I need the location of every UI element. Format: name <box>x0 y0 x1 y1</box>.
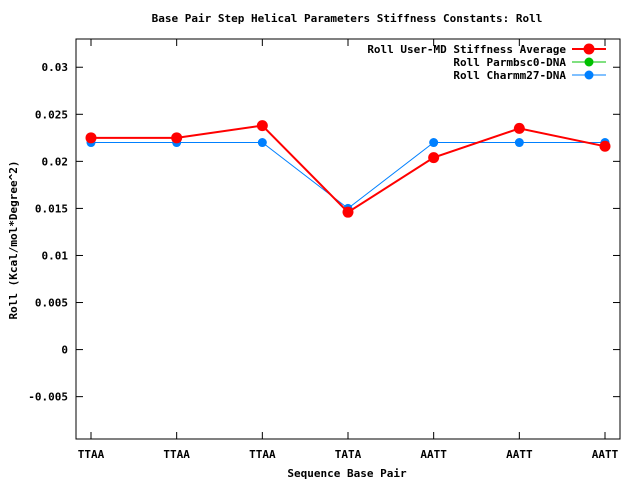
legend-marker <box>584 70 594 80</box>
x-tick-label: TATA <box>335 448 362 461</box>
x-axis-ticks: TTAA TTAA TTAA TATA AATT AATT AATT <box>78 39 619 461</box>
x-tick-label: AATT <box>420 448 447 461</box>
x-tick-label: AATT <box>506 448 533 461</box>
data-point <box>599 140 611 152</box>
chart-title: Base Pair Step Helical Parameters Stiffn… <box>152 12 543 25</box>
legend-label: Roll Charmm27-DNA <box>453 69 566 82</box>
series-line-3 <box>91 142 605 210</box>
data-point <box>513 122 525 134</box>
series-layer <box>85 120 611 218</box>
y-tick-label: 0.02 <box>42 155 69 168</box>
legend-marker <box>584 57 594 67</box>
data-point <box>342 206 354 218</box>
plot-frame <box>75 38 621 440</box>
y-tick-label: 0.005 <box>35 297 68 310</box>
data-point <box>257 138 267 148</box>
x-axis-label: Sequence Base Pair <box>287 467 407 480</box>
data-point <box>428 152 440 164</box>
x-tick-label: AATT <box>592 448 619 461</box>
y-tick-label: 0 <box>61 344 68 357</box>
y-tick-label: 0.015 <box>35 202 68 215</box>
y-tick-label: 0.01 <box>42 249 69 262</box>
series-line-1 <box>91 124 606 214</box>
legend-marker <box>583 43 595 55</box>
legend-label: Roll Parmbsc0-DNA <box>453 56 566 69</box>
x-tick-label: TTAA <box>78 448 105 461</box>
y-tick-label: 0.025 <box>35 108 68 121</box>
data-point <box>256 120 268 132</box>
x-tick-label: TTAA <box>163 448 190 461</box>
data-point <box>514 138 524 148</box>
y-axis-ticks: -0.005 0 0.005 0.01 0.015 0.02 0.025 0.03 <box>28 61 620 404</box>
data-point <box>85 132 97 144</box>
data-point <box>429 138 439 148</box>
y-axis-label: Roll (Kcal/mol*Degree^2) <box>7 161 20 320</box>
y-tick-label: 0.03 <box>42 61 69 74</box>
x-tick-label: TTAA <box>249 448 276 461</box>
y-tick-label: -0.005 <box>28 391 68 404</box>
data-point <box>171 132 183 144</box>
legend-label: Roll User-MD Stiffness Average <box>367 43 566 56</box>
